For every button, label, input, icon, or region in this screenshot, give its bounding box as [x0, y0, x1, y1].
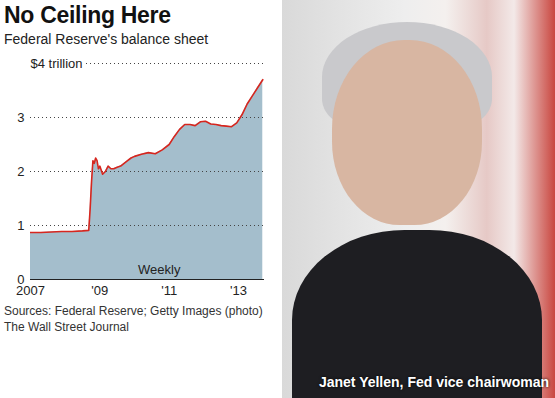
html-text:Sources: Federal Reserve; Gett: Sources: Federal Reserve; Getty Images (…	[4, 304, 263, 318]
svg-text:Weekly: Weekly	[138, 262, 181, 277]
html-text:Federal Reserve's balance shee: Federal Reserve's balance sheet	[4, 31, 209, 47]
svg-text:'09: '09	[91, 283, 108, 298]
svg-text:3: 3	[17, 110, 24, 125]
svg-text:$4 trillion: $4 trillion	[31, 56, 83, 71]
svg-text:1: 1	[17, 218, 24, 233]
svg-text:'13: '13	[230, 283, 247, 298]
svg-text:0: 0	[17, 271, 25, 287]
html-text:The Wall Street Journal: The Wall Street Journal	[4, 320, 129, 334]
svg-text:'11: '11	[161, 283, 177, 298]
html-text:Janet Yellen, Fed vice chairwo: Janet Yellen, Fed vice chairwoman	[318, 374, 549, 390]
html-text:No Ceiling Here: No Ceiling Here	[4, 2, 171, 28]
svg-text:2007: 2007	[16, 283, 45, 298]
svg-text:2: 2	[17, 164, 24, 179]
